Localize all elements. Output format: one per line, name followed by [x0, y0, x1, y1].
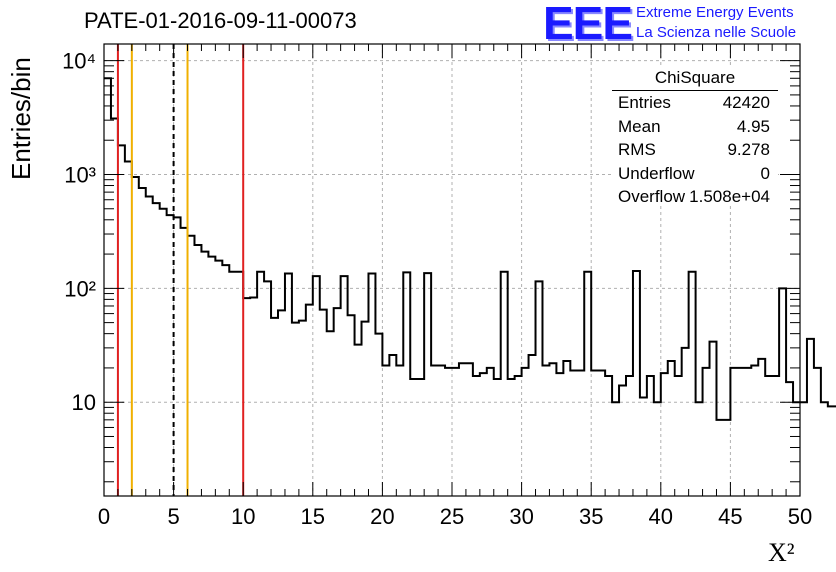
x-tick-label: 10: [231, 504, 255, 529]
logo-caption-line2: La Scienza nelle Scuole: [636, 24, 797, 41]
stats-value: 0: [760, 163, 770, 183]
stats-row-entries: Entries 42420: [612, 91, 778, 115]
x-tick-label: 40: [649, 504, 673, 529]
y-tick-label: 10³: [64, 162, 96, 187]
y-tick-label: 10⁴: [62, 49, 96, 74]
y-axis-label: Entries/bin: [6, 57, 36, 180]
x-tick-label: 5: [167, 504, 179, 529]
stats-key: Entries: [618, 93, 671, 112]
vertical-marker-lines: [116, 44, 245, 496]
axis-ticks: [103, 44, 801, 496]
x-tick-label: 15: [301, 504, 325, 529]
y-tick-label: 10²: [64, 276, 96, 301]
stats-key: RMS: [618, 140, 656, 159]
x-axis-label: X²: [768, 538, 795, 567]
x-tick-label: 35: [579, 504, 603, 529]
stats-value: 9.278: [727, 140, 770, 159]
histogram-series: [104, 77, 836, 421]
x-tick-labels: 0 5 10 15 20 25 30 35 40 45 50: [98, 504, 812, 529]
stats-box: ChiSquare Entries 42420 Mean 4.95 RMS 9.…: [612, 66, 778, 206]
stats-row-underflow: Underflow 0: [612, 162, 778, 186]
logo-caption-line1: Extreme Energy Events: [636, 4, 794, 21]
x-tick-label: 0: [98, 504, 110, 529]
stats-value: 42420: [722, 93, 770, 112]
stats-row-rms: RMS 9.278: [612, 138, 778, 162]
x-tick-label: 30: [509, 504, 533, 529]
stats-value: 1.508e+04: [689, 187, 770, 206]
stats-key: Overflow: [618, 187, 686, 206]
x-tick-label: 25: [440, 504, 464, 529]
x-tick-label: 50: [788, 504, 812, 529]
logo-caption: Extreme Energy Events La Scienza nelle S…: [636, 3, 796, 43]
stats-value: 4.95: [736, 116, 770, 136]
stats-key: Underflow: [618, 163, 695, 183]
y-tick-labels: 10 10² 10³ 10⁴: [62, 49, 96, 416]
x-tick-label: 45: [718, 504, 742, 529]
stats-key: Mean: [618, 116, 661, 136]
stats-row-overflow: Overflow 1.508e+04: [612, 185, 778, 209]
grid-lines: [104, 44, 800, 496]
x-tick-label: 20: [370, 504, 394, 529]
histogram-step-line: [104, 77, 836, 421]
y-tick-label: 10: [72, 390, 96, 415]
stats-box-title: ChiSquare: [612, 66, 778, 91]
eee-logo: EEE: [543, 0, 633, 49]
chart-title: PATE-01-2016-09-11-00073: [84, 8, 357, 33]
stats-row-mean: Mean 4.95: [612, 115, 778, 139]
